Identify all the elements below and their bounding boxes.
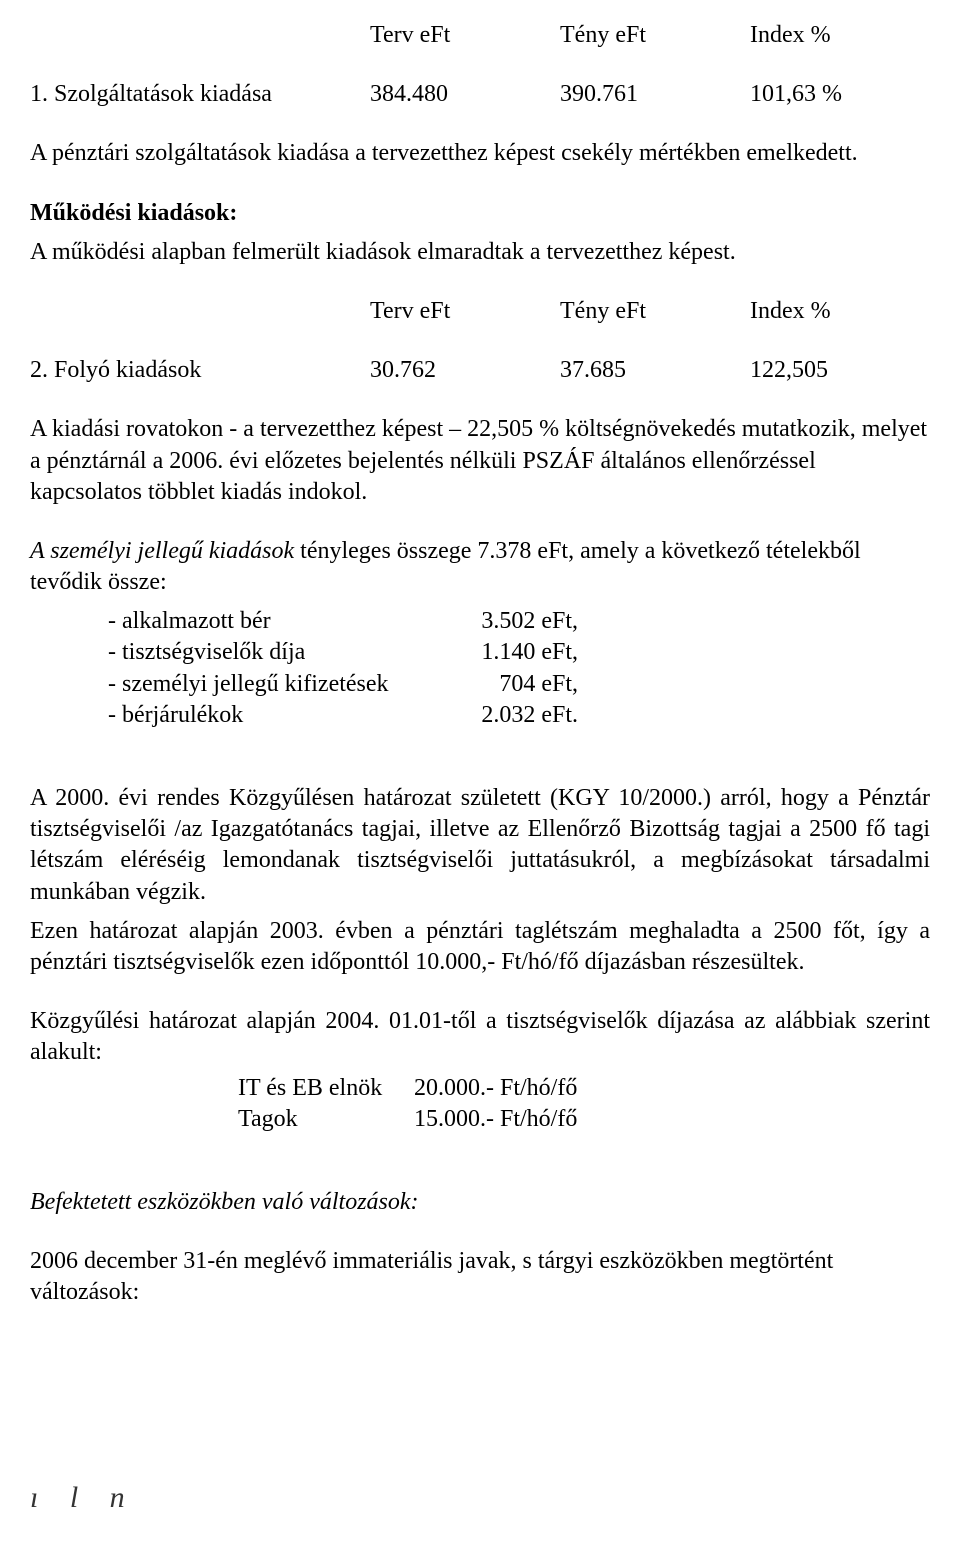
paragraph-1: A pénztári szolgáltatások kiadása a terv… bbox=[30, 138, 930, 169]
table1-header-blank bbox=[30, 20, 370, 51]
table2-header-blank bbox=[30, 296, 370, 327]
heading-mukodesi: Működési kiadások: bbox=[30, 198, 930, 229]
table2-header-teny: Tény eFt bbox=[560, 296, 750, 327]
fee-row-value: 15.000.- Ft/hó/fő bbox=[414, 1104, 634, 1135]
list-item-value: 704 eFt, bbox=[438, 669, 618, 700]
list-item-label: - alkalmazott bér bbox=[108, 606, 438, 637]
list-item-label: - személyi jellegű kifizetések bbox=[108, 669, 438, 700]
list-item-label: - tisztségviselők díja bbox=[108, 637, 438, 668]
table2-header-index: Index % bbox=[750, 296, 930, 327]
table2-row-teny: 37.685 bbox=[560, 355, 750, 386]
fee-table: IT és EB elnök 20.000.- Ft/hó/fő Tagok 1… bbox=[238, 1073, 930, 1135]
expense-list: - alkalmazott bér 3.502 eFt, - tisztségv… bbox=[108, 606, 930, 731]
table2-row-label: 2. Folyó kiadások bbox=[30, 355, 370, 386]
list-item: - tisztségviselők díja 1.140 eFt, bbox=[108, 637, 930, 668]
footer-marks: ı l n bbox=[30, 1478, 930, 1517]
list-item: - személyi jellegű kifizetések 704 eFt, bbox=[108, 669, 930, 700]
table1-row-teny: 390.761 bbox=[560, 79, 750, 110]
table2-row-terv: 30.762 bbox=[370, 355, 560, 386]
paragraph-8: 2006 december 31-én meglévő immateriális… bbox=[30, 1246, 930, 1308]
table1-header-teny: Tény eFt bbox=[560, 20, 750, 51]
table2-row-index: 122,505 bbox=[750, 355, 930, 386]
list-item-value: 1.140 eFt, bbox=[438, 637, 618, 668]
paragraph-2: A működési alapban felmerült kiadások el… bbox=[30, 237, 930, 268]
paragraph-3: A kiadási rovatokon - a tervezetthez kép… bbox=[30, 414, 930, 508]
heading-befektetett: Befektetett eszközökben való változások: bbox=[30, 1187, 930, 1218]
table1-header-row: Terv eFt Tény eFt Index % bbox=[30, 20, 930, 51]
fee-row: Tagok 15.000.- Ft/hó/fő bbox=[238, 1104, 930, 1135]
list-item-label: - bérjárulékok bbox=[108, 700, 438, 731]
paragraph-6: Ezen határozat alapján 2003. évben a pén… bbox=[30, 916, 930, 978]
fee-row-label: Tagok bbox=[238, 1104, 414, 1135]
paragraph-7: Közgyűlési határozat alapján 2004. 01.01… bbox=[30, 1006, 930, 1068]
document-page: Terv eFt Tény eFt Index % 1. Szolgáltatá… bbox=[0, 0, 960, 1557]
list-item-value: 2.032 eFt. bbox=[438, 700, 618, 731]
table1-header-index: Index % bbox=[750, 20, 930, 51]
table2-header-terv: Terv eFt bbox=[370, 296, 560, 327]
table2-data-row: 2. Folyó kiadások 30.762 37.685 122,505 bbox=[30, 355, 930, 386]
paragraph-4: A személyi jellegű kiadások tényleges ös… bbox=[30, 536, 930, 598]
fee-row-value: 20.000.- Ft/hó/fő bbox=[414, 1073, 634, 1104]
table1-row-terv: 384.480 bbox=[370, 79, 560, 110]
table1-row-label: 1. Szolgáltatások kiadása bbox=[30, 79, 370, 110]
fee-row: IT és EB elnök 20.000.- Ft/hó/fő bbox=[238, 1073, 930, 1104]
list-item: - alkalmazott bér 3.502 eFt, bbox=[108, 606, 930, 637]
table1-row-index: 101,63 % bbox=[750, 79, 930, 110]
table1-header-terv: Terv eFt bbox=[370, 20, 560, 51]
paragraph-4-italic: A személyi jellegű kiadások bbox=[30, 538, 294, 564]
list-item-value: 3.502 eFt, bbox=[438, 606, 618, 637]
fee-row-label: IT és EB elnök bbox=[238, 1073, 414, 1104]
paragraph-5: A 2000. évi rendes Közgyűlésen határozat… bbox=[30, 783, 930, 908]
table2-header-row: Terv eFt Tény eFt Index % bbox=[30, 296, 930, 327]
table1-data-row: 1. Szolgáltatások kiadása 384.480 390.76… bbox=[30, 79, 930, 110]
list-item: - bérjárulékok 2.032 eFt. bbox=[108, 700, 930, 731]
